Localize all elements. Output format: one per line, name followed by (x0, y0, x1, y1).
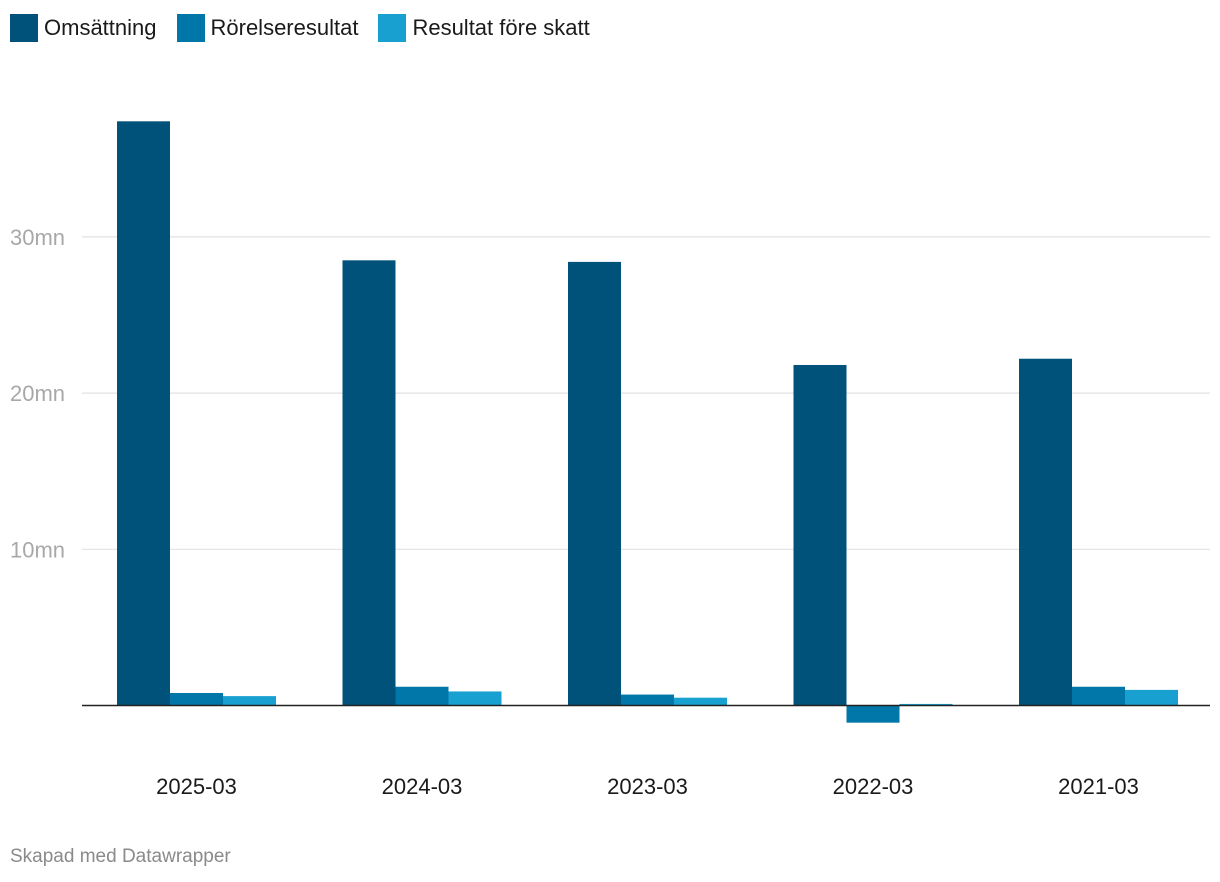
x-tick-label: 2024-03 (382, 774, 463, 799)
bar-rörelseresultat-2023-03 (621, 694, 674, 706)
legend-label-omsattning: Omsättning (44, 15, 157, 40)
bar-resultat-före-skatt-2024-03 (448, 691, 502, 706)
legend-item-rorelseresultat: Rörelseresultat (176, 14, 359, 42)
bar-rörelseresultat-2024-03 (395, 686, 449, 706)
bar-omsättning-2025-03 (117, 121, 170, 706)
bar-rörelseresultat-2021-03 (1072, 686, 1125, 706)
datawrapper-credit: Skapad med Datawrapper (10, 846, 231, 867)
legend-item-resultat-fore-skatt: Resultat före skatt (378, 14, 590, 42)
x-tick-label: 2025-03 (156, 774, 237, 799)
legend-label-rorelseresultat: Rörelseresultat (210, 15, 359, 40)
bar-rörelseresultat-2025-03 (170, 693, 223, 706)
legend-label-resultat-fore-skatt: Resultat före skatt (412, 15, 590, 40)
legend-swatch-rorelseresultat (176, 14, 205, 42)
bar-resultat-före-skatt-2025-03 (223, 696, 276, 706)
bar-resultat-före-skatt-2021-03 (1125, 689, 1178, 706)
x-tick-label: 2022-03 (833, 774, 914, 799)
bar-omsättning-2024-03 (342, 260, 396, 706)
y-tick-label: 30mn (10, 225, 65, 250)
bar-omsättning-2021-03 (1019, 358, 1072, 706)
bar-omsättning-2023-03 (568, 261, 621, 706)
y-tick-label: 10mn (10, 537, 65, 562)
bar-rörelseresultat-2022-03 (846, 705, 900, 723)
legend-swatch-resultat-fore-skatt (378, 14, 407, 42)
legend-swatch-omsattning (10, 14, 38, 42)
legend-item-omsattning: Omsättning (10, 14, 157, 42)
chart-legend: Omsättning Rörelseresultat Resultat före… (10, 12, 610, 44)
x-tick-label: 2023-03 (607, 774, 688, 799)
y-tick-label: 20mn (10, 381, 65, 406)
bar-omsättning-2022-03 (793, 364, 847, 706)
bars (117, 121, 1178, 723)
x-tick-label: 2021-03 (1058, 774, 1139, 799)
axes: 10mn 20mn 30mn 2025-03 2024-03 2023-03 2022-03… (10, 225, 1210, 799)
bar-resultat-före-skatt-2023-03 (674, 697, 727, 706)
